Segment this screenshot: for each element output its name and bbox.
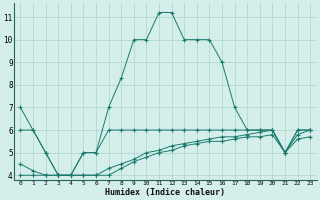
X-axis label: Humidex (Indice chaleur): Humidex (Indice chaleur) xyxy=(105,188,225,197)
